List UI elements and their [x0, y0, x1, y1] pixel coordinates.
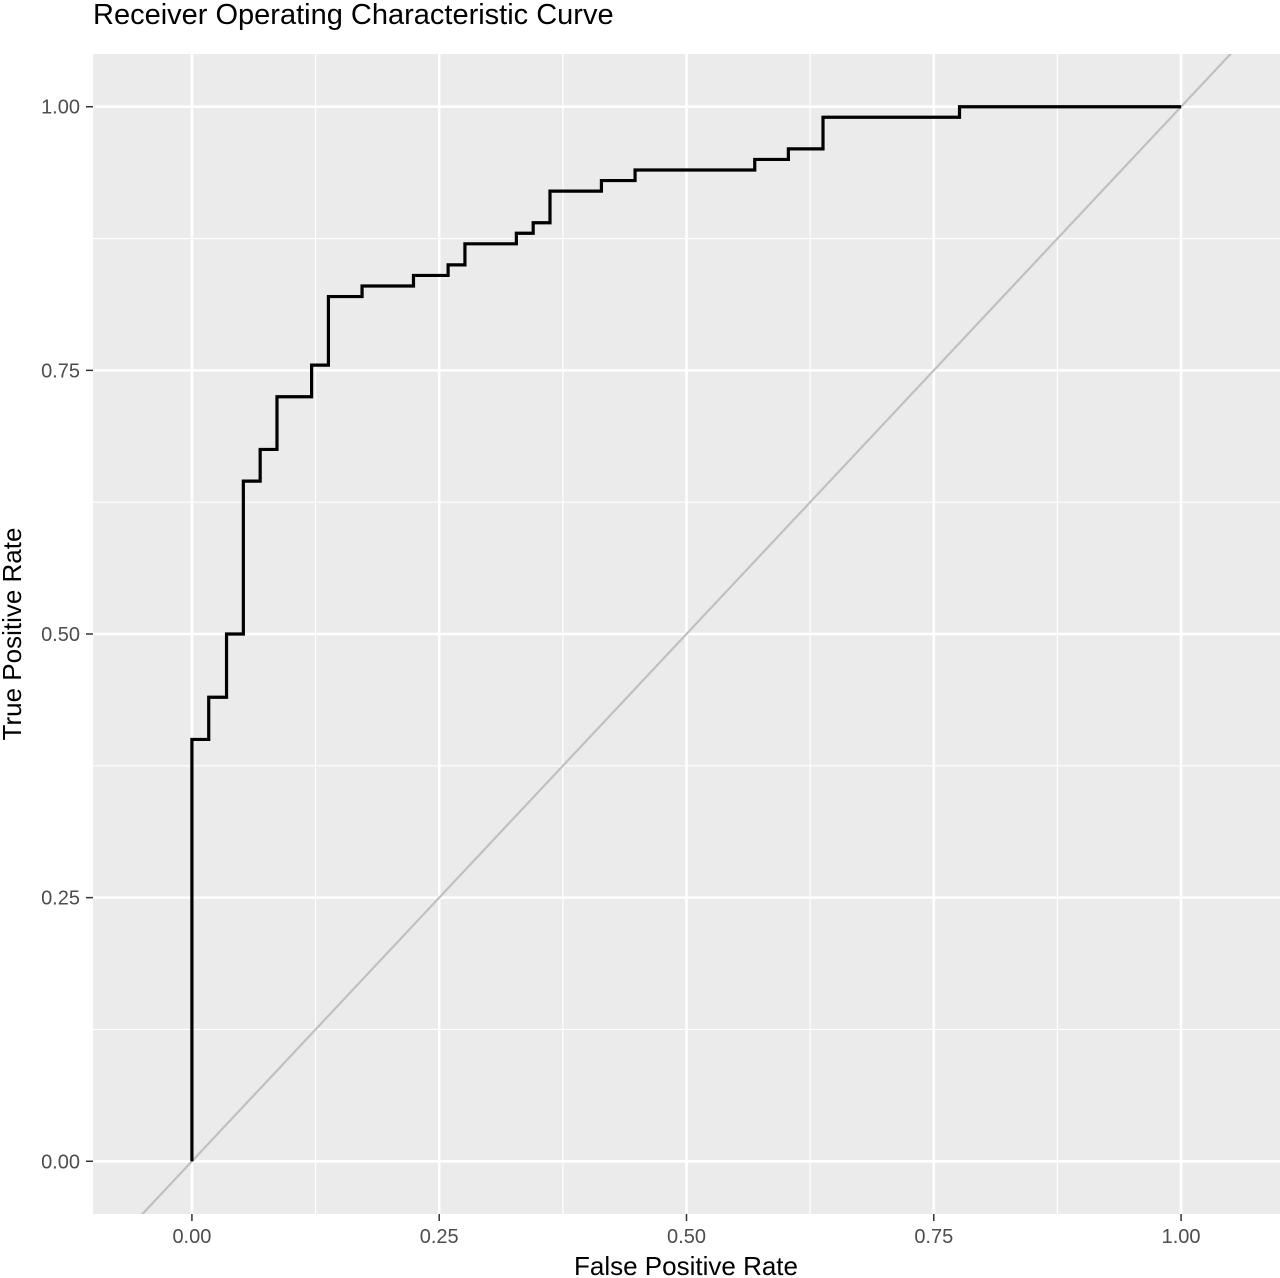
chart-title: Receiver Operating Characteristic Curve: [93, 0, 614, 31]
x-tick-label: 0.75: [914, 1226, 953, 1248]
x-axis-title: False Positive Rate: [574, 1251, 798, 1278]
y-tick-label: 0.75: [41, 360, 80, 382]
y-tick-label: 0.00: [41, 1151, 80, 1173]
curve-layer: [190, 105, 1182, 1162]
roc-curve-line: [190, 105, 1182, 1162]
x-tick-label: 0.00: [172, 1226, 211, 1248]
y-tick-label: 0.50: [41, 624, 80, 646]
reference-diagonal-line: [140, 54, 1233, 1214]
y-tick-label: 1.00: [41, 97, 80, 119]
x-tick-label: 1.00: [1162, 1226, 1201, 1248]
y-tick-label: 0.25: [41, 888, 80, 910]
axis-layer: 0.00 0.25 0.50 0.75 1.00 0.00 0.25 0.50 0.75 1.00: [41, 97, 1200, 1248]
x-tick-label: 0.25: [420, 1226, 459, 1248]
reference-layer: [140, 54, 1233, 1214]
x-tick-label: 0.50: [667, 1226, 706, 1248]
y-axis-title: True Positive Rate: [0, 528, 27, 741]
